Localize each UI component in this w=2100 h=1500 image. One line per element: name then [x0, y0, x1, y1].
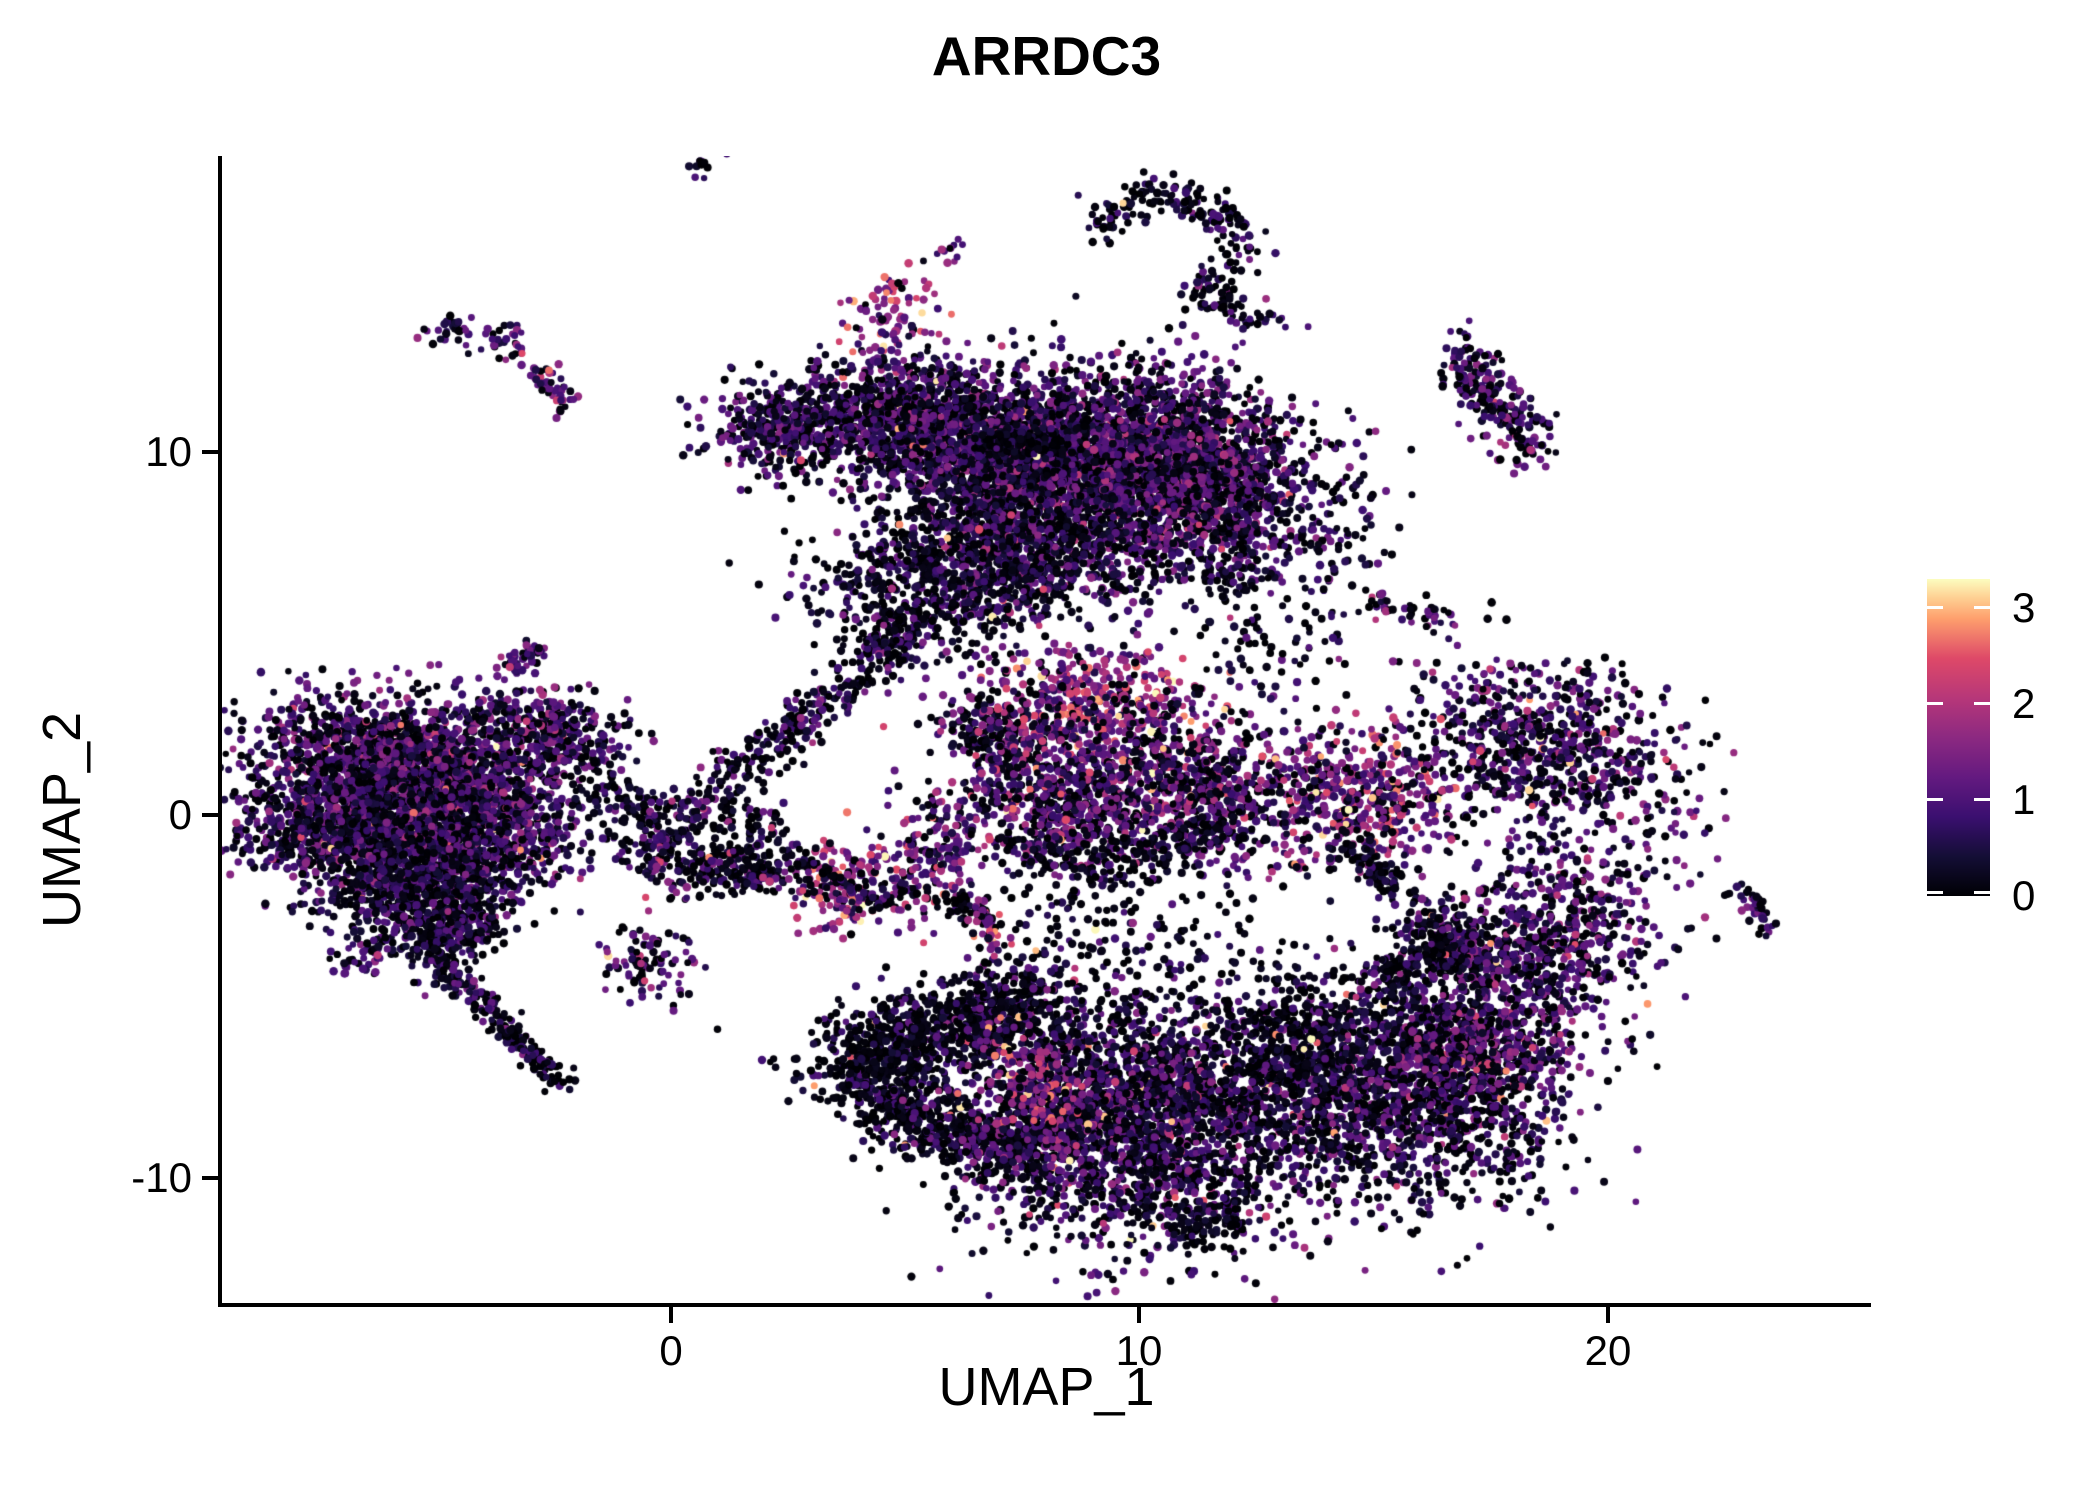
x-tick-label-20: 20	[1584, 1327, 1632, 1374]
colorbar-label-2: 2	[2012, 680, 2036, 727]
y-tick-neg10	[202, 1176, 218, 1180]
x-axis-line	[218, 1303, 1871, 1307]
colorbar-tick-2-left	[1927, 702, 1943, 705]
x-tick-10	[1137, 1307, 1141, 1323]
expression-colorbar	[1927, 579, 1990, 896]
colorbar-tick-1-left	[1927, 798, 1943, 801]
colorbar-tick-3-left	[1927, 606, 1943, 609]
plot-title: ARRDC3	[931, 25, 1162, 87]
colorbar-label-1: 1	[2012, 776, 2036, 823]
y-tick-10	[202, 450, 218, 454]
colorbar-tick-0-left	[1927, 891, 1943, 894]
colorbar-tick-1-right	[1974, 798, 1990, 801]
colorbar-tick-3-right	[1974, 606, 1990, 609]
x-tick-0	[669, 1307, 673, 1323]
colorbar-label-0: 0	[2012, 872, 2036, 919]
colorbar-label-3: 3	[2012, 584, 2036, 631]
x-tick-20	[1606, 1307, 1610, 1323]
y-axis-title: UMAP_2	[32, 711, 92, 929]
colorbar-tick-2-right	[1974, 702, 1990, 705]
y-tick-label-10: 10	[145, 428, 192, 475]
colorbar-gradient	[1927, 579, 1990, 896]
y-axis-line	[218, 156, 222, 1307]
colorbar-tick-0-right	[1974, 891, 1990, 894]
x-tick-label-0: 0	[659, 1327, 683, 1374]
y-tick-label-0: 0	[168, 791, 192, 838]
y-tick-label-neg10: -10	[131, 1154, 192, 1201]
y-tick-0	[202, 813, 218, 817]
x-axis-title: UMAP_1	[938, 1357, 1155, 1417]
x-tick-label-10: 10	[1115, 1327, 1163, 1374]
umap-scatter-canvas	[222, 156, 1871, 1303]
